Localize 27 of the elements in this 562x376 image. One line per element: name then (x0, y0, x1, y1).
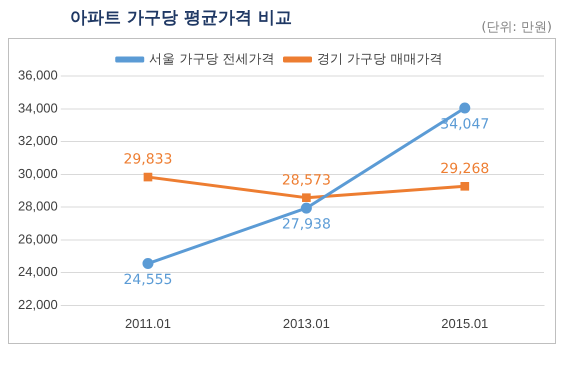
y-tick-label: 28,000 (18, 198, 58, 214)
data-label: 29,833 (123, 152, 172, 168)
chart-subtitle: (단위: 만원) (481, 19, 552, 36)
x-tick-label: 2013.01 (282, 316, 330, 331)
chart-title: 아파트 가구당 평균가격 비교 (70, 7, 292, 29)
legend-label: 경기 가구당 매매가격 (317, 52, 442, 67)
point (300, 202, 312, 214)
point (459, 102, 470, 114)
y-tick-label: 34,000 (18, 100, 58, 116)
point (302, 193, 311, 202)
point (142, 258, 154, 270)
legend-label: 서울 가구당 전세가격 (149, 52, 274, 67)
data-label: 27,938 (282, 216, 331, 233)
data-label: 34,047 (440, 116, 490, 133)
data-label: 24,555 (123, 272, 172, 288)
y-tick-label: 24,000 (18, 264, 58, 280)
y-tick-label: 22,000 (18, 296, 58, 312)
data-label: 28,573 (282, 172, 331, 188)
point (460, 182, 470, 191)
x-tick-label: 2011.01 (124, 316, 171, 331)
y-tick-label: 30,000 (18, 166, 58, 181)
y-tick-label: 32,000 (18, 133, 58, 148)
y-tick-label: 36,000 (18, 68, 58, 83)
y-tick-label: 26,000 (18, 231, 58, 246)
x-tick-label: 2015.01 (441, 316, 488, 331)
data-label: 29,268 (440, 160, 490, 177)
point (144, 172, 152, 182)
